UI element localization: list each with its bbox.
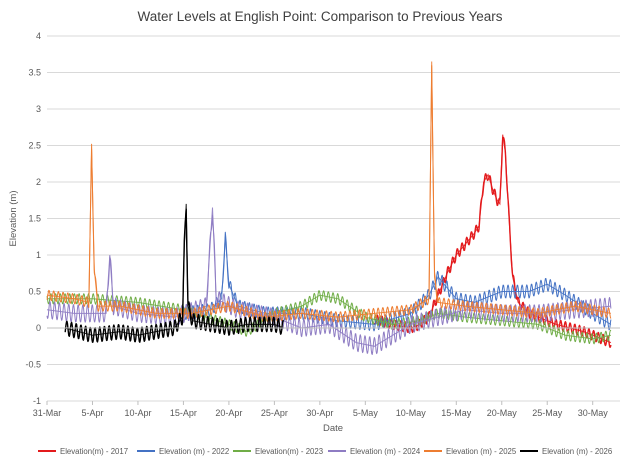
series-trend-3 — [46, 207, 611, 347]
x-axis-ticks: 31-Mar 5-Apr 10-Apr 15-Apr 20-Apr 25-Apr 30-Ap… — [33, 401, 608, 418]
x-tick-label: 15-Apr — [170, 408, 197, 418]
y-tick-label: 4 — [36, 31, 41, 41]
x-tick-label: 10-May — [396, 408, 427, 418]
y-tick-label: 1 — [36, 250, 41, 260]
x-tick-label: 25-Apr — [261, 408, 288, 418]
series-trend-4 — [46, 61, 611, 318]
series-lines — [46, 61, 612, 355]
x-tick-label: 15-May — [441, 408, 472, 418]
legend-label: Elevation (m) - 2026 — [542, 447, 612, 456]
y-tick-label: 2.5 — [28, 141, 41, 151]
x-tick-label: 20-Apr — [215, 408, 242, 418]
series-line-4 — [46, 65, 612, 323]
x-tick-label: 5-May — [353, 408, 379, 418]
x-tick-label: 10-Apr — [124, 408, 151, 418]
legend: Elevation(m) - 2017 Elevation (m) - 2022 E… — [38, 447, 612, 456]
legend-label: Elevation(m) - 2017 — [60, 447, 128, 456]
x-axis-label: Date — [323, 423, 343, 434]
x-tick-label: 20-May — [487, 408, 518, 418]
y-tick-label: 3 — [36, 104, 41, 114]
legend-label: Elevation(m) - 2023 — [255, 447, 323, 456]
series-trend-5 — [65, 203, 284, 336]
x-tick-label: 25-May — [532, 408, 563, 418]
y-axis-label: Elevation (m) — [8, 191, 19, 247]
x-tick-label: 31-Mar — [33, 408, 62, 418]
y-tick-label: 0 — [36, 323, 41, 333]
y-tick-label: 1.5 — [28, 214, 41, 224]
legend-label: Elevation (m) - 2022 — [159, 447, 229, 456]
y-tick-label: 3.5 — [28, 68, 41, 78]
y-tick-label: 2 — [36, 177, 41, 187]
y-tick-label: -0.5 — [25, 360, 41, 370]
y-tick-label: -1 — [33, 396, 41, 406]
x-tick-label: 30-Apr — [306, 408, 333, 418]
x-tick-label: 5-Apr — [81, 408, 103, 418]
y-axis-ticks: -1 -0.5 0 0.5 1 1.5 2 2.5 3 3.5 4 — [25, 31, 41, 406]
legend-label: Elevation (m) - 2025 — [446, 447, 517, 456]
y-tick-label: 0.5 — [28, 287, 41, 297]
legend-label: Elevation (m) - 2024 — [350, 447, 421, 456]
x-tick-label: 30-May — [578, 408, 609, 418]
chart-title: Water Levels at English Point: Compariso… — [138, 9, 503, 24]
